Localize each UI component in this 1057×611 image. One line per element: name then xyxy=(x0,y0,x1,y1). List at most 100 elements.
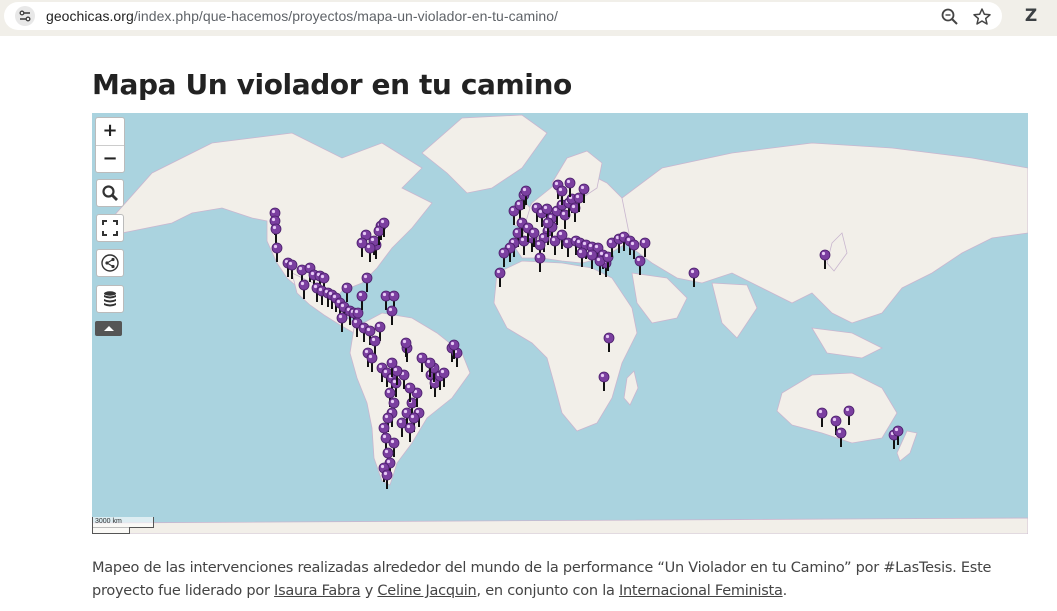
map-marker[interactable] xyxy=(404,382,416,402)
map-marker[interactable] xyxy=(356,237,368,257)
map-marker[interactable] xyxy=(424,357,436,377)
marker-pin-head xyxy=(556,185,568,197)
map-marker[interactable] xyxy=(634,255,646,275)
map-marker[interactable] xyxy=(639,237,651,257)
map-marker[interactable] xyxy=(388,437,400,457)
map-marker[interactable] xyxy=(400,337,412,357)
map-marker[interactable] xyxy=(549,235,561,255)
zoom-icon[interactable] xyxy=(940,7,960,27)
marker-pin-highlight xyxy=(558,231,563,236)
marker-pin-head xyxy=(438,367,450,379)
marker-pin-highlight xyxy=(382,292,387,297)
marker-pin-highlight xyxy=(540,234,545,239)
map-marker[interactable] xyxy=(416,352,428,372)
world-map[interactable]: + − 3000 km xyxy=(92,113,1028,534)
map-marker[interactable] xyxy=(369,335,381,355)
map-marker[interactable] xyxy=(628,239,640,259)
marker-pin-head xyxy=(830,415,842,427)
map-marker[interactable] xyxy=(438,367,450,387)
marker-pin-highlight xyxy=(288,261,293,266)
map-marker[interactable] xyxy=(386,357,398,377)
fullscreen-button[interactable] xyxy=(96,214,124,242)
marker-pin-head xyxy=(534,252,546,264)
map-marker[interactable] xyxy=(528,227,540,247)
map-marker[interactable] xyxy=(356,290,368,310)
marker-pin-highlight xyxy=(338,314,343,319)
collapse-toolbar-button[interactable] xyxy=(95,321,122,336)
map-marker[interactable] xyxy=(892,425,904,445)
layers-button[interactable] xyxy=(96,285,124,313)
map-tiles[interactable] xyxy=(92,113,1028,534)
address-bar[interactable]: geochicas.org/index.php/que-hacemos/proy… xyxy=(4,2,1002,30)
map-marker[interactable] xyxy=(341,282,353,302)
map-marker[interactable] xyxy=(498,247,510,267)
share-button[interactable] xyxy=(96,249,124,277)
map-marker[interactable] xyxy=(286,259,298,279)
map-marker[interactable] xyxy=(556,229,568,249)
map-marker[interactable] xyxy=(364,242,376,262)
link-isaura-fabra[interactable]: Isaura Fabra xyxy=(274,583,361,599)
map-marker[interactable] xyxy=(404,422,416,442)
map-marker[interactable] xyxy=(819,249,831,269)
site-info-icon[interactable] xyxy=(13,6,37,26)
marker-pin-highlight xyxy=(413,389,418,394)
map-marker[interactable] xyxy=(448,339,460,359)
marker-pin-highlight xyxy=(594,244,599,249)
map-marker[interactable] xyxy=(361,272,373,292)
map-marker[interactable] xyxy=(534,239,546,259)
link-celine-jacquin[interactable]: Celine Jacquin xyxy=(377,583,477,599)
marker-pin-highlight xyxy=(310,271,315,276)
map-marker[interactable] xyxy=(569,202,581,222)
bookmark-star-icon[interactable] xyxy=(972,7,992,27)
marker-pin-head xyxy=(494,267,506,279)
map-marker[interactable] xyxy=(578,183,590,203)
map-marker[interactable] xyxy=(396,417,408,437)
map-marker[interactable] xyxy=(271,242,283,262)
map-marker[interactable] xyxy=(816,407,828,427)
map-marker[interactable] xyxy=(520,185,532,205)
marker-pin-head xyxy=(341,282,353,294)
search-button[interactable] xyxy=(96,179,124,207)
marker-pin-highlight xyxy=(368,354,373,359)
map-marker[interactable] xyxy=(576,247,588,267)
marker-pin-head xyxy=(835,427,847,439)
map-marker[interactable] xyxy=(564,177,576,197)
marker-pin-head xyxy=(404,422,416,434)
url-path: /index.php/que-hacemos/proyectos/mapa-un… xyxy=(133,8,558,24)
map-marker[interactable] xyxy=(830,415,842,435)
map-marker[interactable] xyxy=(688,267,700,287)
marker-pin-highlight xyxy=(510,207,515,212)
marker-pin-head xyxy=(318,272,330,284)
map-marker[interactable] xyxy=(381,469,393,489)
marker-pin-head xyxy=(578,183,590,195)
map-marker[interactable] xyxy=(603,332,615,352)
zoom-out-button[interactable]: − xyxy=(102,148,118,169)
map-marker[interactable] xyxy=(298,279,310,299)
map-marker[interactable] xyxy=(556,185,568,205)
map-marker[interactable] xyxy=(378,217,390,237)
marker-pin-highlight xyxy=(536,254,541,259)
marker-pin-highlight xyxy=(380,219,385,224)
map-marker[interactable] xyxy=(534,252,546,272)
zoom-control: + − xyxy=(95,117,125,173)
zoom-in-button[interactable]: + xyxy=(102,120,118,141)
map-marker[interactable] xyxy=(494,267,506,287)
map-marker[interactable] xyxy=(598,371,610,391)
marker-pin-highlight xyxy=(402,339,407,344)
extension-icon[interactable]: Z xyxy=(1024,6,1038,26)
marker-pin-highlight xyxy=(366,244,371,249)
marker-pin-head xyxy=(498,247,510,259)
url-text[interactable]: geochicas.org/index.php/que-hacemos/proy… xyxy=(46,8,558,24)
map-marker[interactable] xyxy=(542,217,554,237)
link-internacional-feminista[interactable]: Internacional Feminista xyxy=(618,583,783,599)
map-marker[interactable] xyxy=(374,321,386,341)
map-marker[interactable] xyxy=(336,312,348,332)
map-marker[interactable] xyxy=(586,249,598,269)
map-marker[interactable] xyxy=(270,223,282,243)
map-marker[interactable] xyxy=(835,427,847,447)
map-marker[interactable] xyxy=(366,352,378,372)
map-marker[interactable] xyxy=(843,405,855,425)
map-marker[interactable] xyxy=(562,237,574,257)
map-marker[interactable] xyxy=(386,305,398,325)
map-marker[interactable] xyxy=(373,225,385,245)
